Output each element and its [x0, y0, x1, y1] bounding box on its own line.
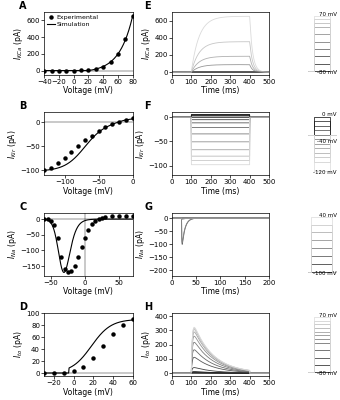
Text: -40 mV: -40 mV [317, 140, 337, 144]
Text: 40 mV: 40 mV [319, 213, 337, 218]
Text: 70 mV: 70 mV [319, 12, 337, 17]
Text: 0 mV: 0 mV [322, 112, 337, 118]
Text: C: C [19, 202, 27, 212]
Text: D: D [19, 302, 28, 312]
Y-axis label: $I_{to}$ (pA): $I_{to}$ (pA) [12, 331, 25, 358]
X-axis label: Time (ms): Time (ms) [201, 86, 240, 95]
Y-axis label: $I_{Na}$ (pA): $I_{Na}$ (pA) [134, 230, 147, 259]
Text: A: A [19, 1, 27, 11]
Text: -80 mV: -80 mV [317, 371, 337, 376]
X-axis label: Voltage (mV): Voltage (mV) [64, 187, 113, 196]
Text: H: H [144, 302, 153, 312]
Y-axis label: $I_{to}$ (pA): $I_{to}$ (pA) [140, 331, 153, 358]
Text: -80 mV: -80 mV [317, 70, 337, 75]
Text: -120 mV: -120 mV [313, 170, 337, 175]
X-axis label: Voltage (mV): Voltage (mV) [64, 287, 113, 296]
Legend: Experimental, Simulation: Experimental, Simulation [47, 15, 99, 27]
Y-axis label: $I_{Kir}$ (pA): $I_{Kir}$ (pA) [6, 129, 19, 158]
X-axis label: Time (ms): Time (ms) [201, 388, 240, 396]
Text: G: G [144, 202, 153, 212]
Text: B: B [19, 101, 27, 111]
Y-axis label: $I_{KCa}$ (pA): $I_{KCa}$ (pA) [12, 27, 25, 60]
Y-axis label: $I_{Na}$ (pA): $I_{Na}$ (pA) [6, 230, 19, 259]
X-axis label: Time (ms): Time (ms) [201, 187, 240, 196]
X-axis label: Time (ms): Time (ms) [201, 287, 240, 296]
Text: F: F [144, 101, 151, 111]
Y-axis label: $I_{Kir}$ (pA): $I_{Kir}$ (pA) [134, 129, 147, 158]
Y-axis label: $I_{KCa}$ (pA): $I_{KCa}$ (pA) [140, 27, 153, 60]
Text: -100 mV: -100 mV [313, 270, 337, 276]
Text: E: E [144, 1, 151, 11]
X-axis label: Voltage (mV): Voltage (mV) [64, 388, 113, 396]
X-axis label: Voltage (mV): Voltage (mV) [64, 86, 113, 95]
Text: 70 mV: 70 mV [319, 313, 337, 318]
